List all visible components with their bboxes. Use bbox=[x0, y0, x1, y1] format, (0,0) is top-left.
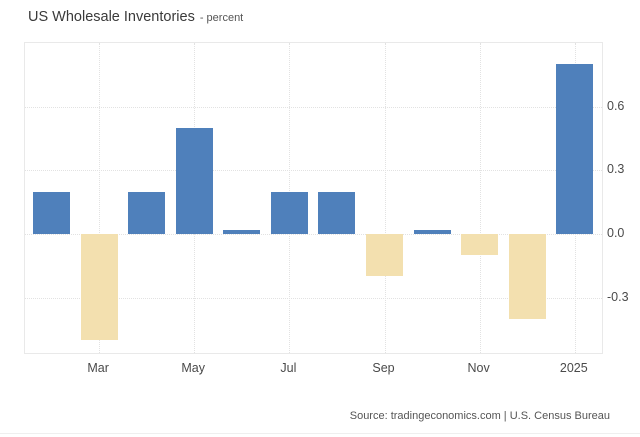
bar-jan-2025[interactable] bbox=[556, 64, 594, 234]
chart-subtitle: - percent bbox=[199, 12, 244, 24]
source-note: Source: tradingeconomics.com | U.S. Cens… bbox=[349, 410, 610, 422]
chart-header: US Wholesale Inventories - percent bbox=[28, 8, 243, 26]
gridline-vertical bbox=[384, 43, 386, 353]
plot-area bbox=[24, 42, 603, 354]
x-axis-tick-label: Sep bbox=[372, 361, 395, 375]
bar-jun-2024[interactable] bbox=[223, 229, 261, 234]
x-axis-tick-label: May bbox=[181, 361, 205, 375]
page-divider bbox=[0, 433, 640, 434]
gridline-horizontal bbox=[25, 297, 602, 299]
y-axis-tick-label: 0.6 bbox=[607, 98, 625, 113]
bar-dec-2024[interactable] bbox=[508, 234, 546, 319]
x-axis-tick-label: Nov bbox=[467, 361, 490, 375]
x-axis-tick-label: Jul bbox=[280, 361, 297, 375]
gridline-horizontal bbox=[25, 106, 602, 108]
bar-jul-2024[interactable] bbox=[270, 191, 308, 234]
bar-aug-2024[interactable] bbox=[318, 191, 356, 234]
bar-mar-2024[interactable] bbox=[80, 234, 118, 341]
bar-apr-2024[interactable] bbox=[128, 191, 166, 234]
bar-may-2024[interactable] bbox=[175, 127, 213, 234]
bar-oct-2024[interactable] bbox=[413, 229, 451, 234]
bar-nov-2024[interactable] bbox=[461, 234, 499, 256]
y-axis-tick-label: 0.0 bbox=[607, 226, 625, 240]
gridline-horizontal bbox=[25, 234, 602, 235]
bar-feb-2024[interactable] bbox=[33, 191, 70, 234]
gridline-vertical bbox=[99, 43, 101, 353]
bar-sep-2024[interactable] bbox=[366, 234, 403, 277]
x-axis-tick-label: 2025 bbox=[559, 361, 588, 375]
gridline-horizontal bbox=[25, 170, 602, 172]
chart-title: US Wholesale Inventories bbox=[28, 9, 195, 25]
y-axis-tick-label: -0.3 bbox=[607, 289, 629, 304]
y-axis-tick-label: 0.3 bbox=[607, 162, 625, 177]
x-axis-tick-label: Mar bbox=[87, 361, 109, 375]
gridline-vertical bbox=[479, 43, 481, 353]
